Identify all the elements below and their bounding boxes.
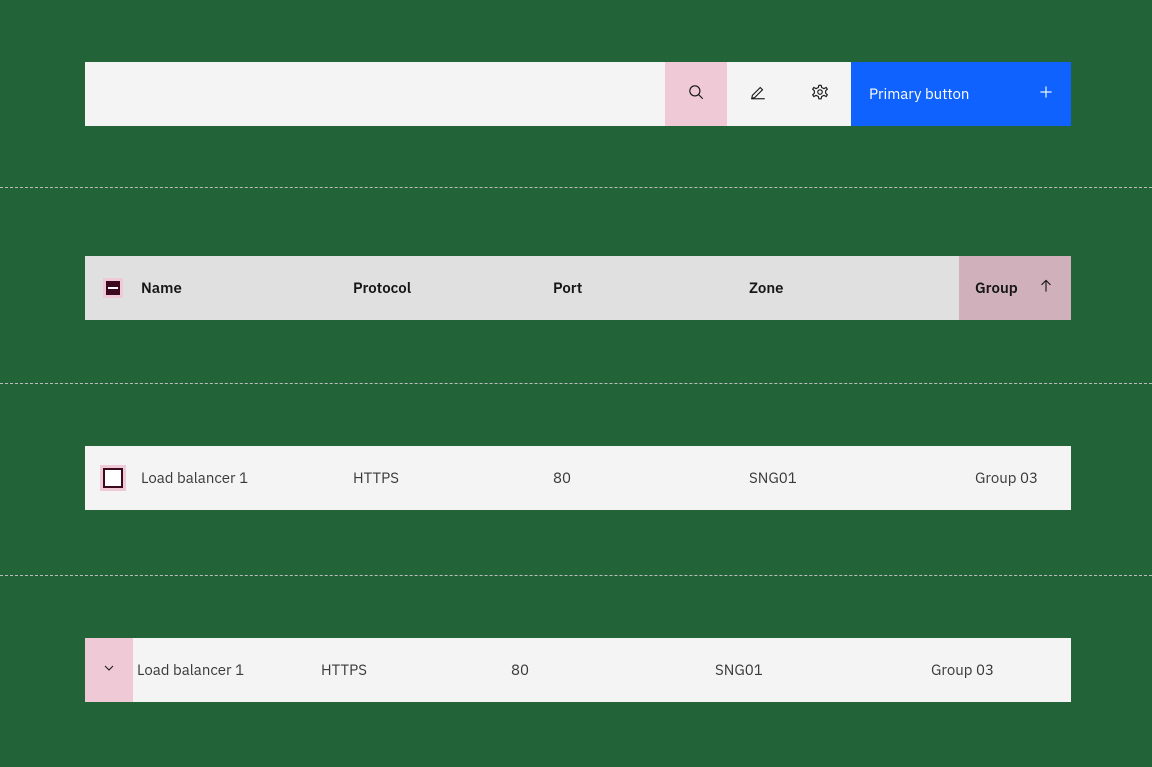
column-header-zone[interactable]: Zone [749, 279, 959, 298]
select-all-checkbox[interactable] [103, 278, 123, 298]
divider [0, 383, 1152, 384]
primary-button[interactable]: Primary button [851, 62, 1071, 126]
cell-zone: SNG01 [749, 469, 959, 488]
search-icon [687, 83, 705, 105]
column-header-port[interactable]: Port [553, 279, 749, 298]
cell-name: Load balancer 1 [133, 661, 321, 680]
row-checkbox-cell [85, 468, 141, 488]
edit-button[interactable] [727, 62, 789, 126]
cell-zone: SNG01 [715, 661, 931, 680]
cell-port: 80 [511, 661, 715, 680]
search-button[interactable] [665, 62, 727, 126]
cell-protocol: HTTPS [353, 469, 553, 488]
cell-group: Group 03 [931, 661, 1071, 680]
cell-port: 80 [553, 469, 749, 488]
table-row: Load balancer 1 HTTPS 80 SNG01 Group 03 [85, 446, 1071, 510]
divider [0, 575, 1152, 576]
chevron-down-icon [101, 660, 117, 680]
header-checkbox-cell [85, 278, 141, 298]
settings-button[interactable] [789, 62, 851, 126]
column-header-group[interactable]: Group [959, 256, 1071, 320]
edit-icon [749, 83, 767, 105]
table-row: Load balancer 1 HTTPS 80 SNG01 Group 03 [85, 638, 1071, 702]
column-header-protocol[interactable]: Protocol [353, 279, 553, 298]
cell-protocol: HTTPS [321, 661, 511, 680]
toolbar-spacer [85, 62, 665, 126]
row-select-checkbox[interactable] [103, 468, 123, 488]
arrow-up-icon [1037, 277, 1055, 300]
column-header-name[interactable]: Name [141, 279, 353, 298]
settings-icon [811, 83, 829, 105]
primary-button-label: Primary button [869, 85, 969, 104]
cell-group: Group 03 [959, 469, 1071, 488]
divider [0, 187, 1152, 188]
cell-name: Load balancer 1 [141, 469, 353, 488]
column-header-group-label: Group [975, 279, 1018, 298]
expand-row-button[interactable] [85, 638, 133, 702]
table-header-row: Name Protocol Port Zone Group [85, 256, 1071, 320]
table-toolbar: Primary button [85, 62, 1071, 126]
plus-icon [1037, 83, 1055, 106]
